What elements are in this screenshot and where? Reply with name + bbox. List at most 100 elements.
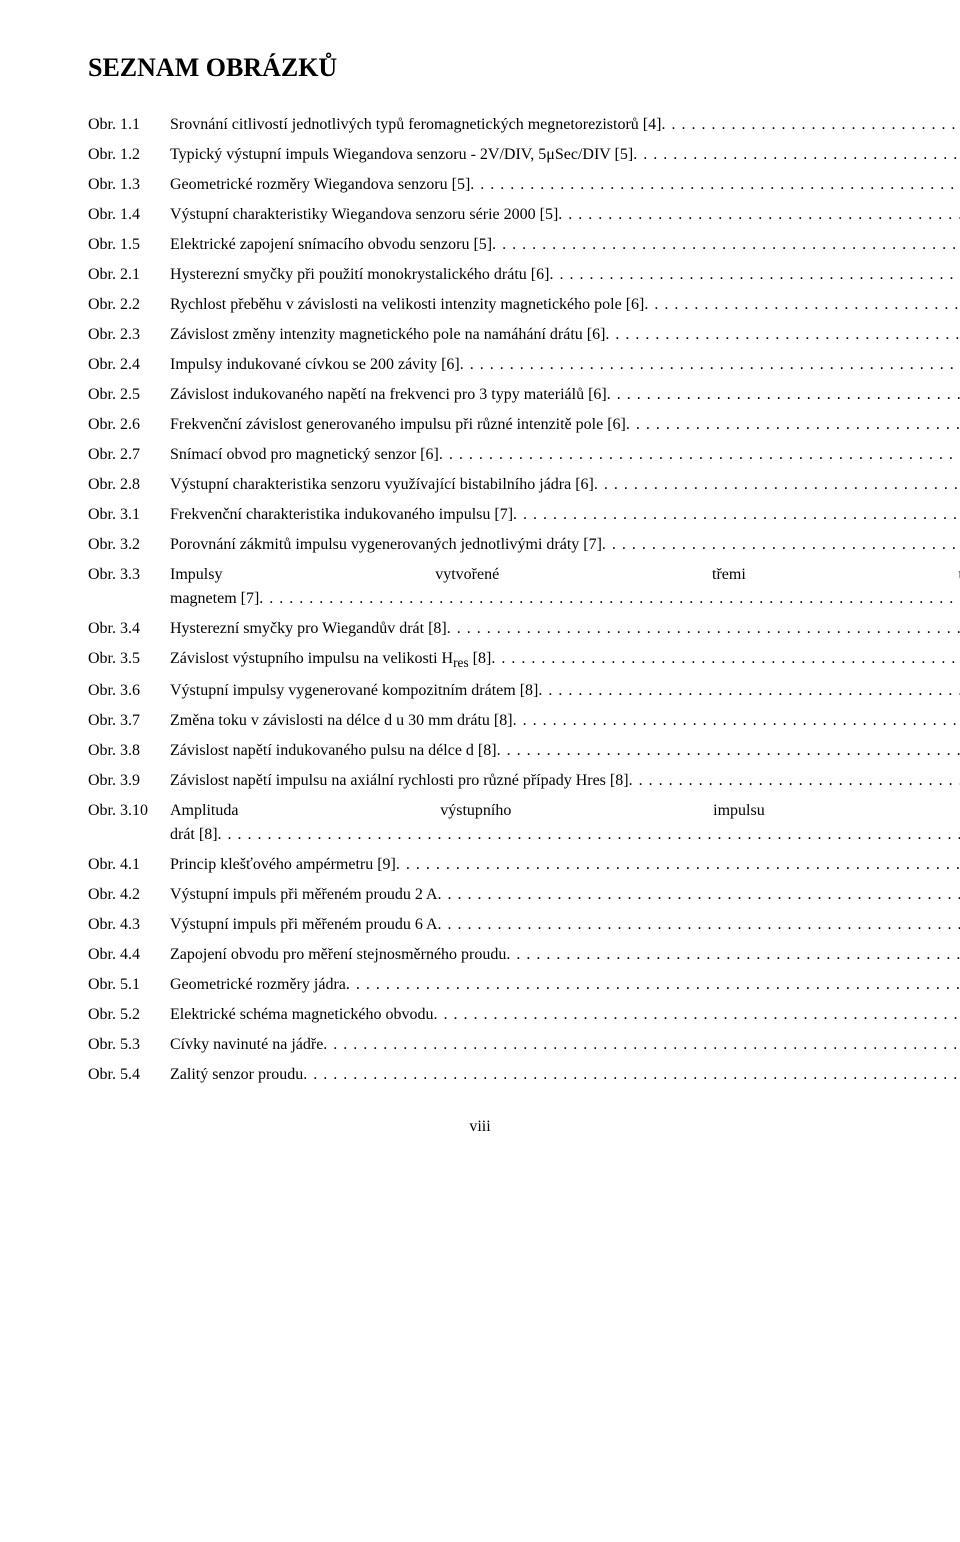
figure-description: Amplituda výstupního impulsu pro stabili…	[170, 799, 960, 847]
figure-label: Obr. 3.5	[88, 647, 170, 671]
figure-description: Geometrické rozměry Wiegandova senzoru […	[170, 173, 960, 197]
figure-text: Závislost napětí indukovaného pulsu na d…	[170, 739, 497, 763]
page-title: SEZNAM OBRÁZKŮ	[88, 48, 872, 87]
figure-list-entry: Obr. 2.1Hysterezní smyčky při použití mo…	[88, 263, 872, 287]
figure-label: Obr. 3.8	[88, 739, 170, 763]
figure-description: Zalitý senzor proudu 24	[170, 1063, 960, 1087]
figure-list-entry: Obr. 4.3Výstupní impuls při měřeném prou…	[88, 913, 872, 937]
figure-label: Obr. 3.6	[88, 679, 170, 703]
figure-description: Závislost indukovaného napětí na frekven…	[170, 383, 960, 407]
figure-description: Výstupní charakteristika senzoru využíva…	[170, 473, 960, 497]
figure-label: Obr. 2.7	[88, 443, 170, 467]
figure-label: Obr. 3.1	[88, 503, 170, 527]
figure-text-line1: Amplituda výstupního impulsu pro stabili…	[170, 799, 960, 823]
figure-list-entry: Obr. 3.10Amplituda výstupního impulsu pr…	[88, 799, 872, 847]
dot-leader	[607, 383, 960, 407]
figure-list-entry: Obr. 2.6Frekvenční závislost generovanéh…	[88, 413, 872, 437]
dot-leader	[218, 823, 960, 847]
figure-list-entry: Obr. 4.1Princip klešťového ampérmetru [9…	[88, 853, 872, 877]
figure-label: Obr. 2.2	[88, 293, 170, 317]
dot-leader	[259, 587, 960, 611]
figure-label: Obr. 2.3	[88, 323, 170, 347]
figure-list-entry: Obr. 3.4Hysterezní smyčky pro Wiegandův …	[88, 617, 872, 641]
figure-list-entry: Obr. 4.4Zapojení obvodu pro měření stejn…	[88, 943, 872, 967]
dot-leader	[303, 1063, 960, 1087]
figure-text: Srovnání citlivostí jednotlivých typů fe…	[170, 113, 661, 137]
dot-leader	[433, 1003, 960, 1027]
dot-leader	[513, 503, 960, 527]
figure-label: Obr. 1.3	[88, 173, 170, 197]
figure-label: Obr. 1.5	[88, 233, 170, 257]
figure-label: Obr. 5.3	[88, 1033, 170, 1057]
figure-label: Obr. 3.9	[88, 769, 170, 793]
figure-list-entry: Obr. 3.6Výstupní impulsy vygenerované ko…	[88, 679, 872, 703]
figure-list-entry: Obr. 3.8Závislost napětí indukovaného pu…	[88, 739, 872, 763]
figure-label: Obr. 2.4	[88, 353, 170, 377]
figure-list-entry: Obr. 1.3Geometrické rozměry Wiegandova s…	[88, 173, 872, 197]
figure-description: Hysterezní smyčky při použití monokrysta…	[170, 263, 960, 287]
figure-description: Výstupní impuls při měřeném proudu 2 A 1…	[170, 883, 960, 907]
figure-text: Elektrické schéma magnetického obvodu	[170, 1003, 433, 1027]
figure-text: Frekvenční charakteristika indukovaného …	[170, 503, 513, 527]
figure-text: Frekvenční závislost generovaného impuls…	[170, 413, 626, 437]
page-number-footer: viii	[88, 1115, 872, 1139]
figure-label: Obr. 4.1	[88, 853, 170, 877]
figure-text: Změna toku v závislosti na délce d u 30 …	[170, 709, 513, 733]
subscript: res	[453, 655, 469, 670]
figure-label: Obr. 3.3	[88, 563, 170, 587]
dot-leader	[438, 913, 960, 937]
figure-list-entry: Obr. 4.2Výstupní impuls při měřeném prou…	[88, 883, 872, 907]
figure-description: Výstupní impuls při měřeném proudu 6 A 1…	[170, 913, 960, 937]
figure-list-entry: Obr. 1.4Výstupní charakteristiky Wiegand…	[88, 203, 872, 227]
dot-leader	[538, 679, 960, 703]
figure-description: Snímací obvod pro magnetický senzor [6] …	[170, 443, 960, 467]
dot-leader	[346, 973, 960, 997]
figure-label: Obr. 2.1	[88, 263, 170, 287]
figure-description: Frekvenční charakteristika indukovaného …	[170, 503, 960, 527]
figure-list-entry: Obr. 3.5Závislost výstupního impulsu na …	[88, 647, 872, 673]
figure-text: Závislost napětí impulsu na axiální rych…	[170, 769, 629, 793]
figure-list-entry: Obr. 2.4Impulsy indukované cívkou se 200…	[88, 353, 872, 377]
figure-text-line2: drát [8]	[170, 823, 218, 847]
figure-label: Obr. 5.4	[88, 1063, 170, 1087]
figure-text: Geometrické rozměry jádra	[170, 973, 346, 997]
figure-list-entry: Obr. 1.5Elektrické zapojení snímacího ob…	[88, 233, 872, 257]
dot-leader	[605, 323, 960, 347]
figure-list-entry: Obr. 1.2Typický výstupní impuls Wiegando…	[88, 143, 872, 167]
figure-label: Obr. 2.6	[88, 413, 170, 437]
figure-label: Obr. 5.1	[88, 973, 170, 997]
figure-description: Zapojení obvodu pro měření stejnosměrnéh…	[170, 943, 960, 967]
figure-list-entry: Obr. 3.7Změna toku v závislosti na délce…	[88, 709, 872, 733]
dot-leader	[491, 647, 960, 671]
figure-label: Obr. 2.5	[88, 383, 170, 407]
figure-text: Snímací obvod pro magnetický senzor [6]	[170, 443, 439, 467]
figure-description: Princip klešťového ampérmetru [9] 16	[170, 853, 960, 877]
figure-list-entry: Obr. 3.9Závislost napětí impulsu na axiá…	[88, 769, 872, 793]
figure-description: Změna toku v závislosti na délce d u 30 …	[170, 709, 960, 733]
figure-list-entry: Obr. 1.1Srovnání citlivostí jednotlivých…	[88, 113, 872, 137]
figure-list-entry: Obr. 3.2Porovnání zákmitů impulsu vygene…	[88, 533, 872, 557]
figure-text: Princip klešťového ampérmetru [9]	[170, 853, 396, 877]
figure-label: Obr. 4.2	[88, 883, 170, 907]
figure-description: Rychlost přeběhu v závislosti na velikos…	[170, 293, 960, 317]
dot-leader	[439, 443, 960, 467]
figure-description: Typický výstupní impuls Wiegandova senzo…	[170, 143, 960, 167]
figure-text-line1: Impulsy vytvořené třemi typy drátů, kter…	[170, 563, 960, 587]
figure-text: Zapojení obvodu pro měření stejnosměrnéh…	[170, 943, 506, 967]
figure-text: Výstupní impuls při měřeném proudu 2 A	[170, 883, 438, 907]
figure-label: Obr. 4.4	[88, 943, 170, 967]
figure-list-entry: Obr. 5.3Cívky navinuté na jádře 23	[88, 1033, 872, 1057]
dot-leader	[626, 413, 960, 437]
figure-list-entry: Obr. 5.1Geometrické rozměry jádra 19	[88, 973, 872, 997]
figure-text: Porovnání zákmitů impulsu vygenerovaných…	[170, 533, 602, 557]
figure-list-entry: Obr. 2.8Výstupní charakteristika senzoru…	[88, 473, 872, 497]
figure-text: Hysterezní smyčky pro Wiegandův drát [8]	[170, 617, 447, 641]
figure-description: Impulsy indukované cívkou se 200 závity …	[170, 353, 960, 377]
dot-leader	[438, 883, 960, 907]
figure-description: Závislost výstupního impulsu na velikost…	[170, 647, 960, 673]
figure-text: Výstupní charakteristiky Wiegandova senz…	[170, 203, 558, 227]
figure-description: Frekvenční závislost generovaného impuls…	[170, 413, 960, 437]
figure-description: Srovnání citlivostí jednotlivých typů fe…	[170, 113, 960, 137]
figure-list-entry: Obr. 3.1Frekvenční charakteristika induk…	[88, 503, 872, 527]
dot-leader	[513, 709, 960, 733]
